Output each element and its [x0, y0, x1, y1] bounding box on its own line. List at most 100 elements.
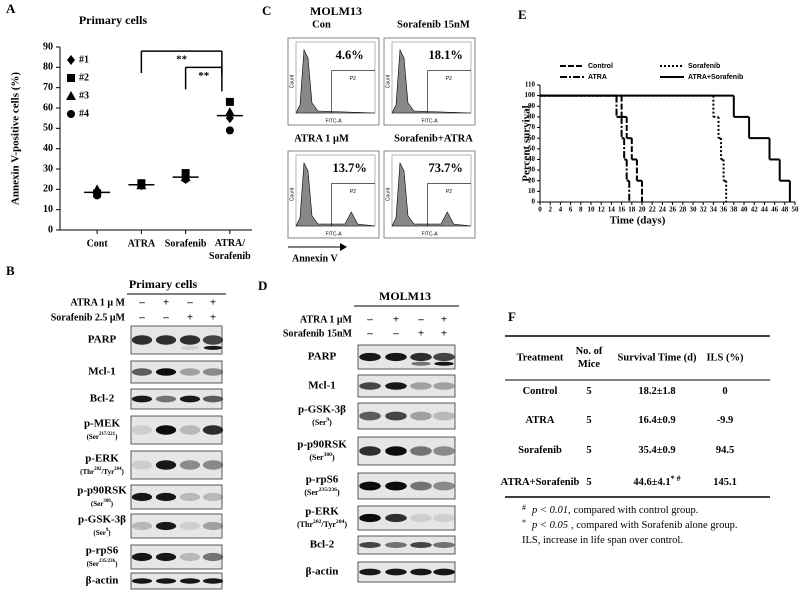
site-superscript: 235/236	[319, 487, 338, 493]
chart-title: Primary cells	[79, 13, 148, 27]
treatment-label: Sorafenib 2.5 μM	[51, 312, 126, 323]
footnote-symbol: #	[522, 503, 526, 512]
table-cell: 16.4±0.9	[638, 415, 675, 426]
x-tick-label: 8	[579, 206, 583, 214]
band	[202, 460, 224, 470]
band	[359, 568, 381, 576]
point	[224, 107, 235, 117]
row-label: Bcl-2	[310, 539, 335, 551]
site-text: (Ser	[312, 418, 327, 427]
band	[359, 352, 381, 362]
percent-label: 73.7%	[429, 161, 463, 175]
band	[155, 335, 177, 345]
y-tick-label: 60	[528, 134, 536, 142]
band	[359, 411, 381, 421]
treatment-sign: –	[138, 297, 145, 309]
point	[66, 91, 76, 100]
label-line: ATRA/	[215, 238, 246, 249]
table-cell: 94.5	[716, 445, 734, 456]
band	[131, 552, 153, 562]
band	[202, 425, 224, 435]
cell-text: 5	[586, 445, 591, 456]
band	[179, 552, 201, 562]
panel-title: MOLM13	[310, 4, 362, 18]
cell-text: 145.1	[713, 477, 737, 488]
row-label: p-MEK	[84, 418, 121, 430]
row-label: Bcl-2	[90, 393, 115, 405]
band	[202, 492, 224, 502]
band	[202, 521, 224, 531]
row-label: PARP	[88, 334, 117, 346]
band	[410, 382, 432, 390]
y-tick-label: 80	[43, 62, 53, 73]
gate-label: P2	[446, 189, 452, 195]
site-text: (Thr	[297, 520, 313, 529]
table-cell: 5	[586, 445, 591, 456]
cell-text: -9.9	[717, 415, 734, 426]
band	[202, 368, 224, 376]
band	[179, 460, 201, 470]
site-label: (Ser380)	[309, 452, 335, 462]
footnote: ILS, increase in life span over control.	[522, 535, 683, 546]
site-text: (Thr	[80, 468, 94, 476]
site-superscript: 9	[326, 417, 329, 423]
site-text: )	[115, 433, 118, 441]
legend-label: Sorafenib	[688, 63, 720, 70]
percent-label: 13.7%	[333, 161, 367, 175]
point	[92, 184, 103, 194]
site-superscript: 380	[103, 499, 111, 504]
y-tick-label: 20	[43, 184, 53, 195]
band	[155, 521, 177, 531]
y-tick-label: 100	[525, 91, 536, 99]
site-label: (Ser235/236)	[304, 487, 340, 497]
cell-text: 94.5	[716, 445, 734, 456]
significance: **	[176, 54, 188, 66]
band	[155, 368, 177, 376]
legend-label: ATRA	[588, 74, 607, 81]
site-label: (Ser380)	[91, 499, 114, 507]
y-tick-label: 70	[43, 82, 53, 93]
axis-label: Count	[289, 74, 295, 88]
axis-label: FITC-A	[325, 118, 342, 124]
site-label: (Ser9)	[312, 417, 332, 427]
site-text: /Tyr	[320, 520, 336, 529]
panel-letter: B	[6, 263, 15, 278]
site-text: (Ser	[93, 529, 105, 537]
legend-label: #2	[79, 72, 89, 83]
site-text: (Ser	[87, 433, 99, 441]
row-label: PARP	[308, 351, 337, 363]
x-tick-label: 22	[649, 206, 657, 214]
table-cell: ATRA+Sorafenib	[501, 477, 580, 488]
row-label: p-p90RSK	[77, 485, 127, 497]
site-superscript: 202	[313, 519, 322, 525]
treatment-sign: +	[418, 328, 424, 340]
x-tick-label: 34	[710, 206, 718, 214]
band	[155, 578, 177, 584]
band	[179, 368, 201, 376]
axis-label: Count	[385, 74, 391, 88]
footnote: * p < 0.05, compared with Sorafenib alone…	[522, 518, 737, 532]
footnote-text: compared with control group.	[574, 505, 699, 516]
band	[410, 352, 432, 362]
band	[433, 352, 455, 362]
x-tick-label: ATRA	[128, 238, 156, 249]
table-header: Treatment	[517, 352, 564, 363]
x-tick-label: 50	[792, 206, 800, 214]
x-tick-label: 46	[771, 206, 779, 214]
site-text: (Ser	[91, 500, 103, 508]
band	[433, 568, 455, 576]
treatment-label: ATRA 1 μ M	[70, 297, 125, 308]
table-header: Mice	[578, 359, 600, 370]
axis-label: Count	[289, 187, 295, 201]
treatment-sign: –	[392, 328, 399, 340]
band	[131, 425, 153, 435]
x-axis-label: Time (days)	[610, 215, 666, 227]
band	[131, 578, 153, 584]
gate-label: P2	[446, 76, 452, 82]
row-label: β-actin	[86, 575, 119, 587]
band	[359, 481, 381, 491]
site-superscript: 235/236	[99, 559, 116, 564]
y-tick-label: 70	[528, 123, 536, 131]
gate-label: P2	[350, 189, 356, 195]
